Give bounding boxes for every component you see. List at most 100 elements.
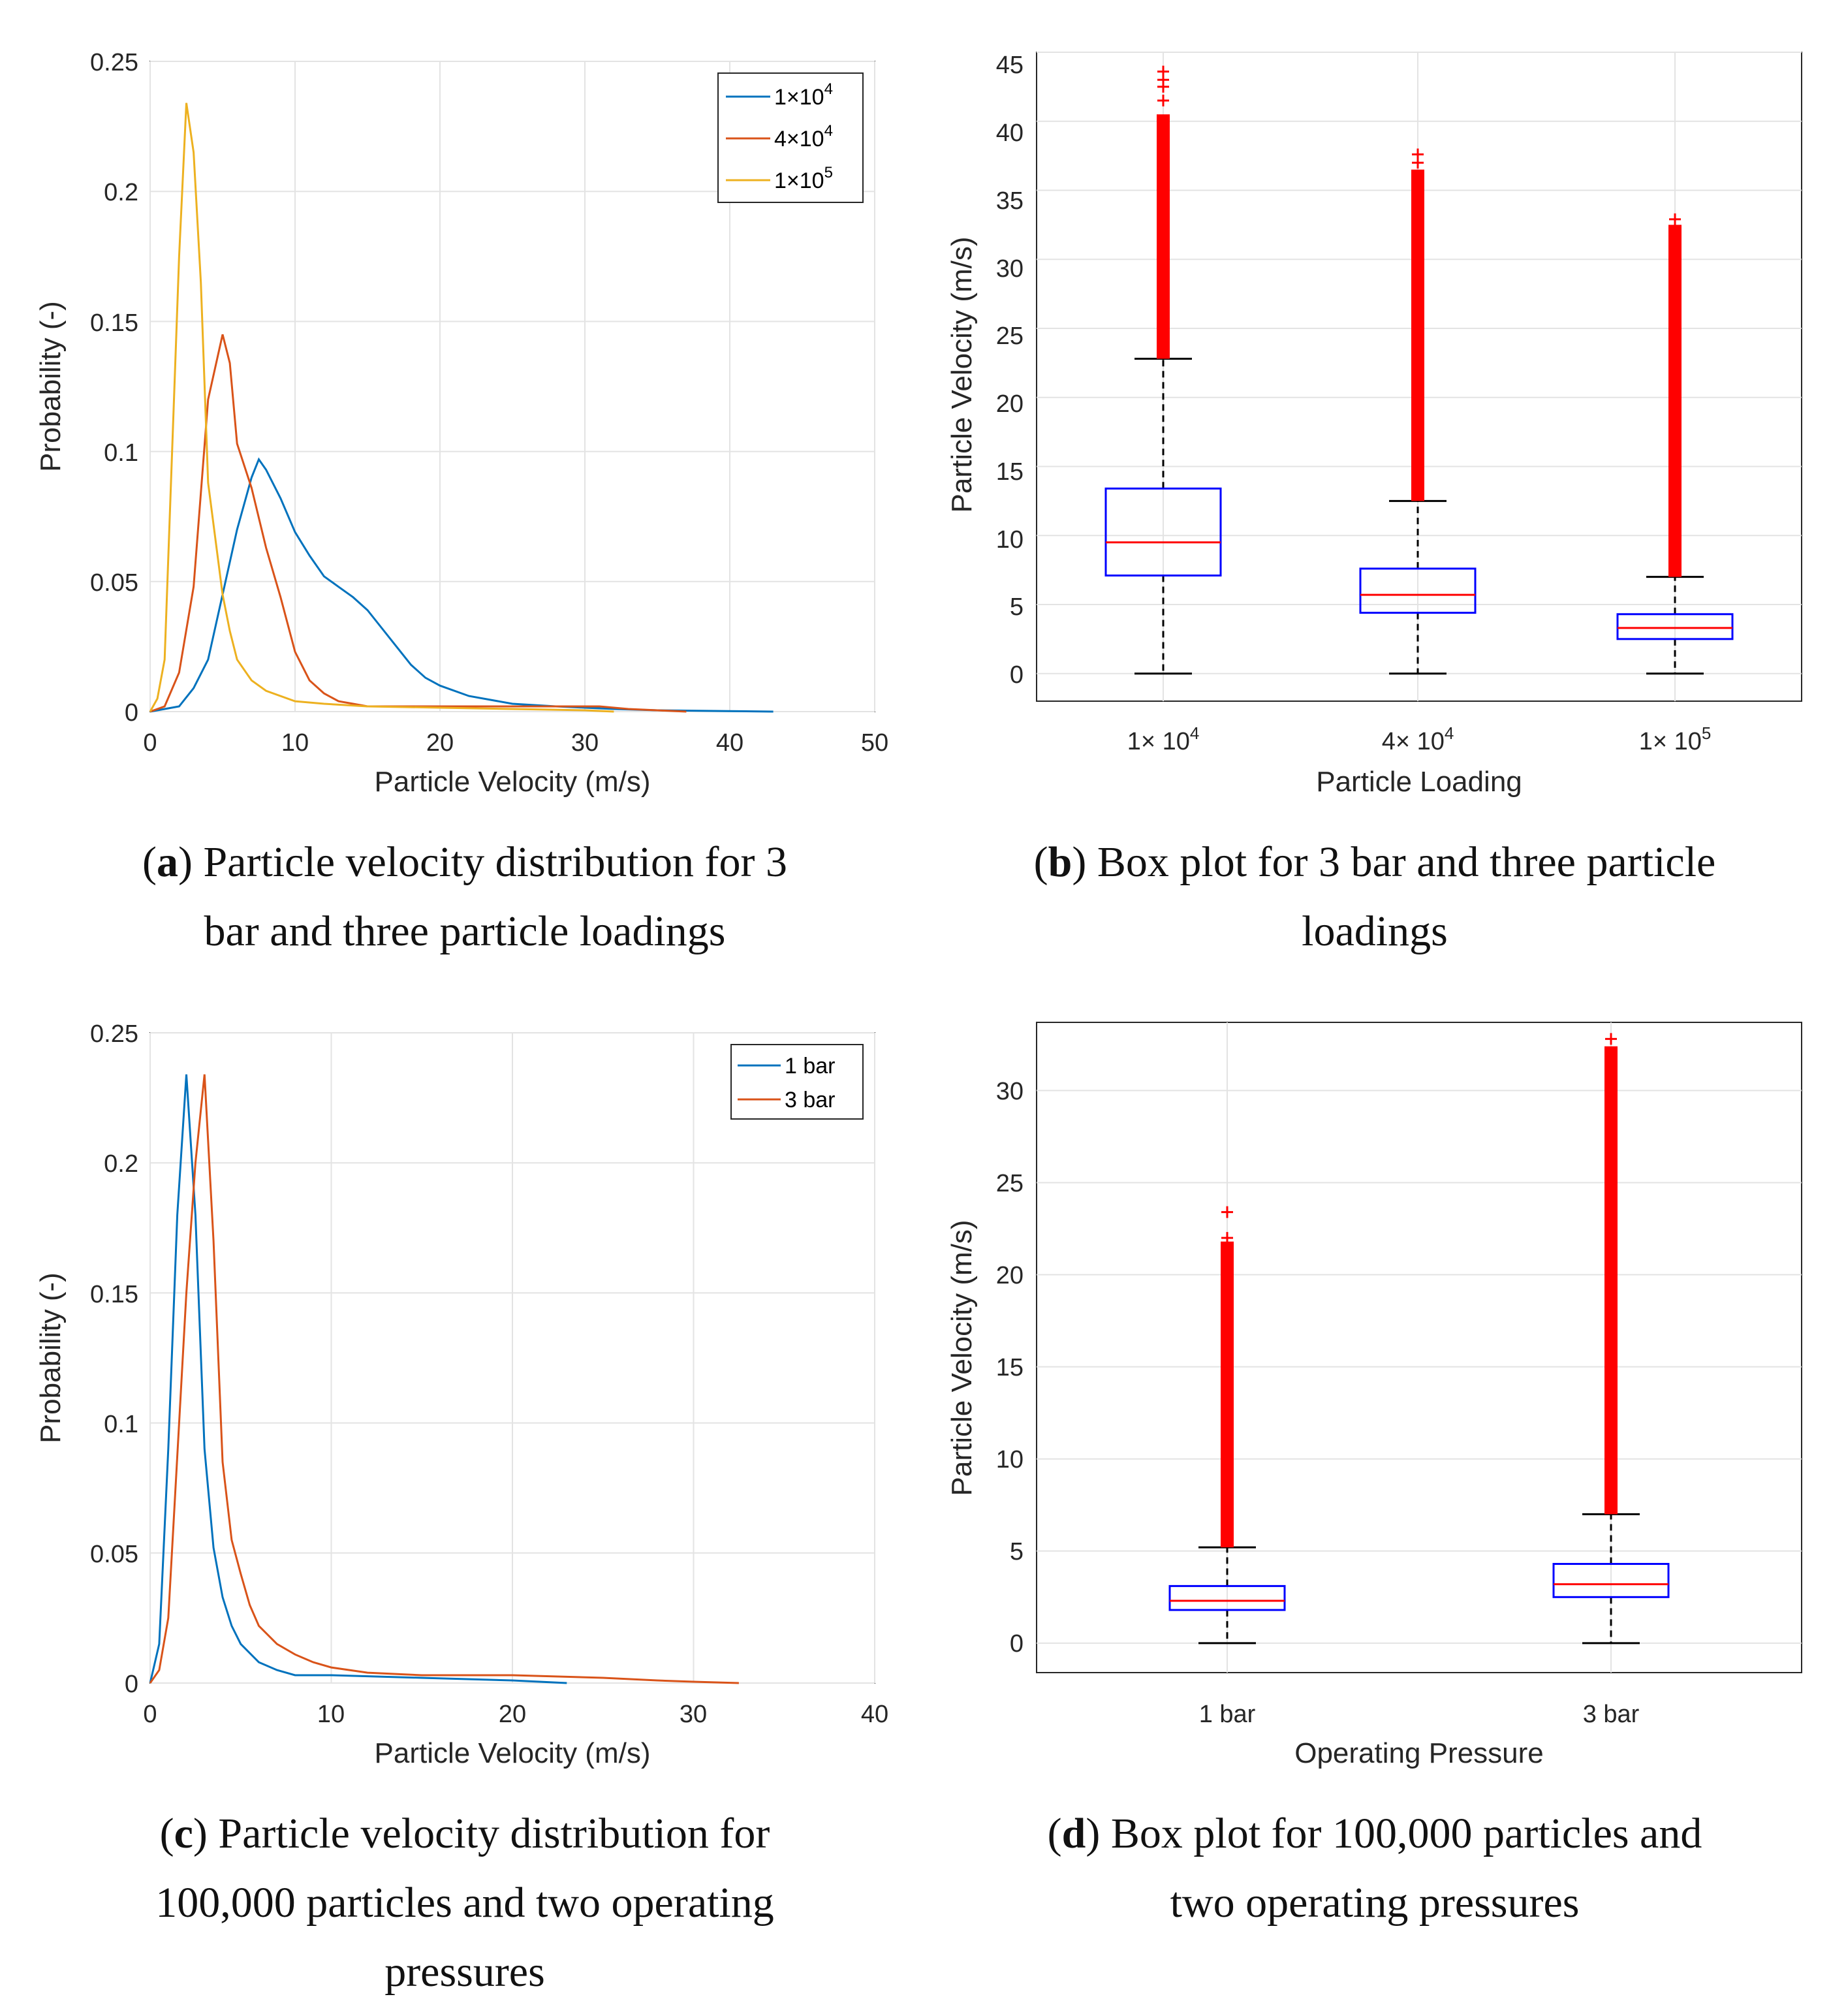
panel-a-ytick: 0.1 [104, 439, 138, 467]
panel-c-legend-box [730, 1044, 864, 1120]
panel-b-ytick: 25 [996, 323, 1024, 350]
panel-c-legend-label: 3 bar [785, 1088, 836, 1112]
d-box-group [1168, 1206, 1286, 1645]
panel-d: 0 5 10 15 20 25 30 1 bar 3 bar Operating… [946, 1022, 1802, 1927]
b-outliers-dense [1668, 225, 1682, 577]
d-box-group [1552, 1033, 1670, 1645]
panel-a-xtick: 30 [571, 729, 599, 757]
panel-c-xtick: 30 [680, 1701, 707, 1728]
panel-a-ytick: 0.25 [90, 49, 138, 76]
panel-b-ytick: 35 [996, 187, 1024, 215]
panel-d-ytick: 5 [1010, 1538, 1024, 1566]
panel-d-ytick: 30 [996, 1078, 1024, 1105]
panel-d-ytick: 10 [996, 1446, 1024, 1473]
panel-a-ytick: 0.2 [104, 179, 138, 206]
d-box [1168, 1584, 1286, 1611]
panel-d-x-ticks: 1 bar 3 bar [1199, 1701, 1640, 1728]
panel-d-caption: (d) Box plot for 100,000 particles and [1048, 1810, 1702, 1857]
panel-a-ytick: 0.15 [90, 309, 138, 337]
d-outliers-dense [1604, 1046, 1618, 1515]
panel-a-series-line-1e5 [149, 102, 614, 713]
panel-d-background [1036, 1022, 1802, 1673]
panel-b-x-ticks: 1× 104 4× 104 1× 105 [1127, 723, 1712, 755]
panel-c-ytick: 0 [125, 1671, 138, 1698]
panel-c-x-axis-label: Particle Velocity (m/s) [375, 1737, 651, 1769]
panel-d-y-ticks: 0 5 10 15 20 25 30 [996, 1078, 1024, 1658]
panel-a-y-ticks: 0 0.05 0.1 0.15 0.2 0.25 [90, 49, 138, 727]
panel-b-boxes [1104, 65, 1734, 675]
b-outliers-dense [1411, 169, 1424, 501]
panel-c-series [149, 1074, 739, 1684]
panel-a-series [149, 102, 774, 713]
panel-c-xtick: 20 [499, 1701, 526, 1728]
panel-b-xtick: 4× 104 [1382, 723, 1454, 755]
panel-c-y-axis-label: Probability (-) [35, 1272, 67, 1443]
panel-a-ytick: 0 [125, 699, 138, 727]
panel-a-xtick: 40 [716, 729, 743, 757]
d-outlier-marker [1605, 1033, 1617, 1045]
panel-a-caption-line2: bar and three particle loadings [204, 907, 726, 955]
b-outlier-marker [1669, 213, 1681, 225]
panel-a-legend-label: 4×104 [774, 122, 833, 151]
panel-c-ytick: 0.1 [104, 1411, 138, 1438]
b-box [1104, 487, 1222, 577]
panel-c-caption: (c) Particle velocity distribution for [160, 1810, 770, 1857]
panel-d-ytick: 25 [996, 1170, 1024, 1197]
panel-c-xtick: 10 [317, 1701, 345, 1728]
panel-a-xtick: 10 [281, 729, 309, 757]
panel-b-ytick: 0 [1010, 661, 1024, 689]
panel-a-legend-label: 1×104 [774, 80, 833, 110]
d-outlier-marker [1221, 1206, 1233, 1218]
panel-a-legend: 1×104 4×104 1×105 [717, 72, 864, 203]
panel-c: 0 0.05 0.1 0.15 0.2 0.25 0 10 20 30 40 P… [35, 1020, 888, 1996]
panel-c-ytick: 0.05 [90, 1541, 138, 1568]
panel-b-ytick: 10 [996, 526, 1024, 554]
panel-a-xtick: 50 [861, 729, 888, 757]
panel-c-legend-label: 1 bar [785, 1054, 836, 1079]
panel-d-caption-line2: two operating pressures [1170, 1879, 1580, 1927]
panel-a: 0 0.05 0.1 0.15 0.2 0.25 0 10 20 30 40 5… [35, 49, 888, 955]
panel-b-xtick: 1× 104 [1127, 723, 1200, 755]
panel-d-ytick: 15 [996, 1354, 1024, 1381]
panel-b-x-axis-label: Particle Loading [1316, 766, 1522, 798]
panel-d-ytick: 0 [1010, 1630, 1024, 1658]
panel-d-xtick: 1 bar [1199, 1701, 1256, 1728]
panel-c-series-line-1bar [149, 1074, 567, 1684]
d-outlier-marker [1221, 1232, 1233, 1244]
panel-b-caption-line2: loadings [1302, 907, 1448, 955]
b-outlier-marker [1157, 65, 1169, 78]
panel-b-ytick: 15 [996, 458, 1024, 486]
panel-d-xtick: 3 bar [1583, 1701, 1640, 1728]
panel-c-caption-line2: 100,000 particles and two operating [155, 1879, 774, 1927]
b-box-group [1359, 148, 1477, 675]
panel-b: 0 5 10 15 20 25 30 35 40 45 1× 104 4× 10… [946, 52, 1802, 955]
b-box [1359, 567, 1477, 614]
panel-c-xtick: 40 [861, 1701, 888, 1728]
panel-a-x-axis-label: Particle Velocity (m/s) [375, 766, 651, 798]
panel-c-grid [149, 1032, 875, 1684]
panel-c-caption-line3: pressures [384, 1948, 545, 1996]
panel-c-ytick: 0.15 [90, 1281, 138, 1308]
panel-a-legend-label: 1×105 [774, 164, 833, 193]
panel-c-xtick: 0 [143, 1701, 157, 1728]
d-outliers-dense [1221, 1241, 1234, 1548]
panel-b-ytick: 45 [996, 52, 1024, 79]
panel-c-x-ticks: 0 10 20 30 40 [143, 1701, 888, 1728]
b-outliers-dense [1157, 114, 1170, 359]
panel-b-ytick: 20 [996, 390, 1024, 418]
panel-c-ytick: 0.2 [104, 1150, 138, 1178]
b-box [1616, 613, 1734, 640]
b-box-group [1104, 65, 1222, 675]
panel-c-legend: 1 bar 3 bar [730, 1044, 864, 1120]
b-outlier-marker [1157, 95, 1169, 107]
b-box-group [1616, 213, 1734, 675]
panel-d-boxes [1168, 1033, 1670, 1645]
panel-b-caption: (b) Box plot for 3 bar and three particl… [1034, 838, 1716, 886]
panel-c-series-line-3bar [149, 1074, 739, 1684]
panel-a-y-axis-label: Probability (-) [35, 301, 67, 472]
panel-b-y-ticks: 0 5 10 15 20 25 30 35 40 45 [996, 52, 1024, 689]
d-box [1552, 1563, 1670, 1598]
panel-d-x-axis-label: Operating Pressure [1294, 1737, 1544, 1769]
panel-a-caption: (a) Particle velocity distribution for 3 [142, 838, 787, 886]
panel-b-ytick: 40 [996, 119, 1024, 147]
